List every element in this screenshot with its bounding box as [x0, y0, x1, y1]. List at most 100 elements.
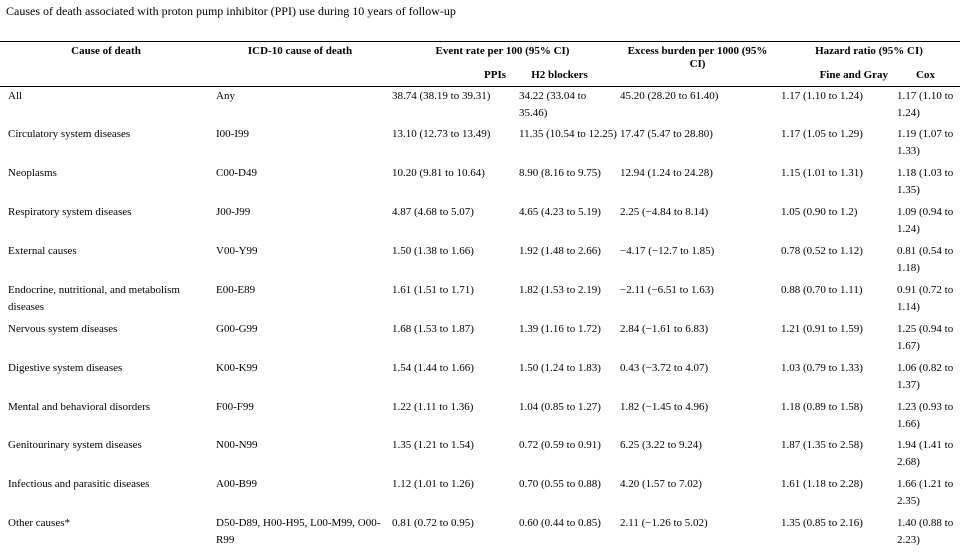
- cell-h2-rate: 1.50 (1.24 to 1.83): [519, 362, 601, 374]
- cell-hr-fine-gray: 1.21 (0.91 to 1.59): [781, 323, 863, 335]
- cell-hr-fine-gray: 1.17 (1.05 to 1.29): [781, 128, 863, 140]
- cell-hr-fine-gray: 1.03 (0.79 to 1.33): [781, 362, 863, 374]
- cell-hr-cox: 1.06 (0.82 to 1.37): [897, 362, 954, 391]
- header-excess-burden: Excess burden per 1000 (95% CI): [617, 42, 778, 86]
- cell-icd: F00-F99: [216, 401, 254, 413]
- cell-icd: E00-E89: [216, 284, 256, 296]
- cell-hr-fine-gray: 1.87 (1.35 to 2.58): [781, 439, 863, 451]
- cell-hr-fine-gray: 1.17 (1.10 to 1.24): [781, 90, 863, 102]
- cell-h2-rate: 4.65 (4.23 to 5.19): [519, 206, 601, 218]
- cell-hr-fine-gray: 0.78 (0.52 to 1.12): [781, 245, 863, 257]
- cell-excess-burden: −4.17 (−12.7 to 1.85): [620, 245, 715, 257]
- cell-ppi-rate: 1.54 (1.44 to 1.66): [392, 362, 474, 374]
- cell-excess-burden: 0.43 (−3.72 to 4.07): [620, 362, 709, 374]
- cell-hr-cox: 1.19 (1.07 to 1.33): [897, 128, 954, 157]
- cell-hr-cox: 0.91 (0.72 to 1.14): [897, 284, 954, 313]
- header-ppis: PPIs: [484, 69, 506, 81]
- cell-h2-rate: 34.22 (33.04 to 35.46): [519, 90, 587, 119]
- cell-excess-burden: 2.84 (−1.61 to 6.83): [620, 323, 709, 335]
- cell-cause: Neoplasms: [8, 167, 57, 179]
- cell-hr-fine-gray: 1.35 (0.85 to 2.16): [781, 517, 863, 529]
- results-table: Cause of death ICD-10 cause of death Eve…: [0, 42, 960, 553]
- top-rule: [0, 41, 960, 42]
- cell-h2-rate: 0.72 (0.59 to 0.91): [519, 439, 601, 451]
- cell-excess-burden: 45.20 (28.20 to 61.40): [620, 90, 719, 102]
- header-fine-gray: Fine and Gray: [819, 69, 889, 81]
- cell-icd: A00-B99: [216, 478, 257, 490]
- table-row: Nervous system diseases G00-G99 1.68 (1.53…: [0, 321, 960, 360]
- cell-icd: N00-N99: [216, 439, 258, 451]
- cell-hr-fine-gray: 1.18 (0.89 to 1.58): [781, 401, 863, 413]
- cell-icd: Any: [216, 90, 235, 102]
- cell-hr-fine-gray: 1.61 (1.18 to 2.28): [781, 478, 863, 490]
- cell-icd: V00-Y99: [216, 245, 258, 257]
- header-rule: [0, 86, 960, 87]
- cell-hr-cox: 0.81 (0.54 to 1.18): [897, 245, 954, 274]
- cell-icd: D50-D89, H00-H95, L00-M99, O00-R99: [216, 517, 381, 546]
- cell-hr-cox: 1.23 (0.93 to 1.66): [897, 401, 954, 430]
- cell-cause: External causes: [8, 245, 77, 257]
- cell-cause: Infectious and parasitic diseases: [8, 478, 150, 490]
- header-icd: ICD-10 cause of death: [247, 45, 353, 57]
- cell-cause: Circulatory system diseases: [8, 128, 131, 140]
- cell-hr-cox: 1.17 (1.10 to 1.24): [897, 90, 954, 119]
- cell-cause: All: [8, 90, 23, 102]
- table-row: Endocrine, nutritional, and metabolism d…: [0, 282, 960, 321]
- table-row: All Any 38.74 (38.19 to 39.31) 34.22 (33.04…: [0, 87, 960, 126]
- cell-h2-rate: 11.35 (10.54 to 12.25): [519, 128, 617, 140]
- table-row: Infectious and parasitic diseases A00-B99…: [0, 476, 960, 515]
- cell-ppi-rate: 1.50 (1.38 to 1.66): [392, 245, 474, 257]
- table-row: Genitourinary system diseases N00-N99 1.35…: [0, 437, 960, 476]
- cell-ppi-rate: 0.81 (0.72 to 0.95): [392, 517, 474, 529]
- header-h2-blockers: H2 blockers: [531, 69, 588, 81]
- cell-cause: Digestive system diseases: [8, 362, 123, 374]
- cell-ppi-rate: 1.61 (1.51 to 1.71): [392, 284, 474, 296]
- cell-h2-rate: 8.90 (8.16 to 9.75): [519, 167, 601, 179]
- cell-excess-burden: 17.47 (5.47 to 28.80): [620, 128, 713, 140]
- cell-hr-cox: 1.18 (1.03 to 1.35): [897, 167, 954, 196]
- cell-h2-rate: 0.70 (0.55 to 0.88): [519, 478, 601, 490]
- cell-h2-rate: 1.39 (1.16 to 1.72): [519, 323, 601, 335]
- cell-icd: C00-D49: [216, 167, 257, 179]
- cell-icd: J00-J99: [216, 206, 251, 218]
- cell-excess-burden: 2.11 (−1.26 to 5.02): [620, 517, 708, 529]
- cell-ppi-rate: 1.22 (1.11 to 1.36): [392, 401, 474, 413]
- header-event-rate: Event rate per 100 (95% CI): [435, 45, 570, 57]
- table-caption: Causes of death associated with proton p…: [6, 4, 456, 18]
- cell-hr-cox: 1.25 (0.94 to 1.67): [897, 323, 954, 352]
- cell-hr-cox: 1.94 (1.41 to 2.68): [897, 439, 954, 468]
- cell-cause: Genitourinary system diseases: [8, 439, 142, 451]
- cell-icd: K00-K99: [216, 362, 258, 374]
- cell-h2-rate: 1.92 (1.48 to 2.66): [519, 245, 601, 257]
- cell-ppi-rate: 4.87 (4.68 to 5.07): [392, 206, 474, 218]
- cell-excess-burden: 6.25 (3.22 to 9.24): [620, 439, 702, 451]
- cell-ppi-rate: 10.20 (9.81 to 10.64): [392, 167, 485, 179]
- cell-excess-burden: 4.20 (1.57 to 7.02): [620, 478, 702, 490]
- header-cause: Cause of death: [71, 45, 141, 57]
- table-row: Circulatory system diseases I00-I99 13.10 …: [0, 126, 960, 165]
- cell-hr-fine-gray: 1.05 (0.90 to 1.2): [781, 206, 858, 218]
- table-row: Respiratory system diseases J00-J99 4.87 (…: [0, 204, 960, 243]
- cell-ppi-rate: 1.12 (1.01 to 1.26): [392, 478, 474, 490]
- cell-cause: Other causes*: [8, 517, 71, 529]
- cell-excess-burden: 2.25 (−4.84 to 8.14): [620, 206, 709, 218]
- cell-icd: G00-G99: [216, 323, 258, 335]
- cell-hr-cox: 1.66 (1.21 to 2.35): [897, 478, 954, 507]
- table-row: Other causes* D50-D89, H00-H95, L00-M99, …: [0, 515, 960, 553]
- cell-h2-rate: 0.60 (0.44 to 0.85): [519, 517, 601, 529]
- cell-cause: Mental and behavioral disorders: [8, 401, 151, 413]
- cell-excess-burden: 12.94 (1.24 to 24.28): [620, 167, 713, 179]
- cell-cause: Nervous system diseases: [8, 323, 118, 335]
- table-row: Neoplasms C00-D49 10.20 (9.81 to 10.64) 8.9…: [0, 165, 960, 204]
- cell-ppi-rate: 1.68 (1.53 to 1.87): [392, 323, 474, 335]
- table-row: Digestive system diseases K00-K99 1.54 (1.…: [0, 360, 960, 399]
- cell-h2-rate: 1.04 (0.85 to 1.27): [519, 401, 601, 413]
- cell-cause: Endocrine, nutritional, and metabolism d…: [8, 284, 180, 313]
- table-row: Mental and behavioral disorders F00-F99 1.…: [0, 399, 960, 437]
- header-excess-line2: CI): [689, 58, 706, 70]
- cell-icd: I00-I99: [216, 128, 249, 140]
- cell-ppi-rate: 13.10 (12.73 to 13.49): [392, 128, 491, 140]
- cell-cause: Respiratory system diseases: [8, 206, 132, 218]
- cell-excess-burden: −2.11 (−6.51 to 1.63): [620, 284, 714, 296]
- cell-hr-cox: 1.09 (0.94 to 1.24): [897, 206, 954, 235]
